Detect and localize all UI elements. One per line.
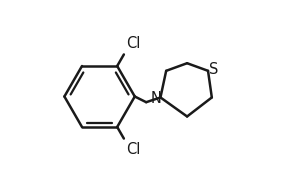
Text: Cl: Cl: [126, 36, 140, 51]
Text: S: S: [209, 62, 218, 77]
Text: Cl: Cl: [126, 142, 140, 157]
Text: N: N: [151, 91, 162, 107]
